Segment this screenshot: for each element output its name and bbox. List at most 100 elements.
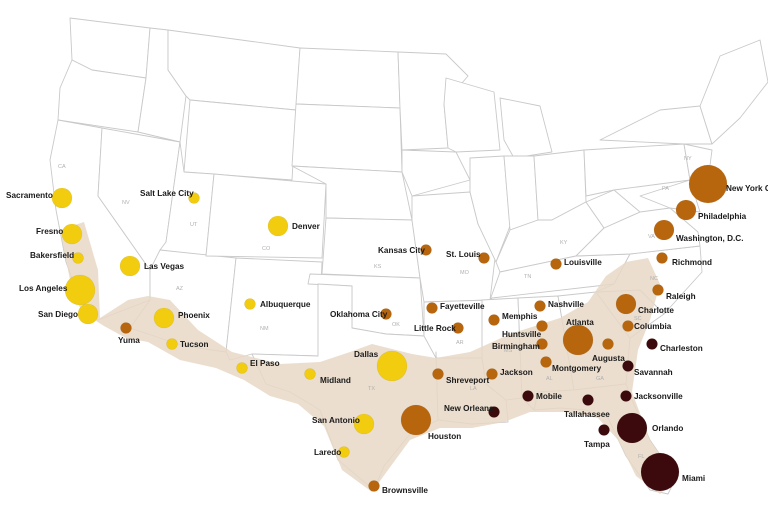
city-label-sacramento: Sacramento — [6, 191, 53, 200]
state-abbr-ut: UT — [190, 222, 198, 228]
city-markers — [51, 164, 728, 492]
city-marker-memphis — [488, 314, 500, 326]
city-marker-yuma — [120, 322, 132, 334]
city-labels: Sacramento Fresno Bakersfield Los Angeles Sa… — [6, 184, 768, 495]
city-marker-houston — [400, 404, 432, 436]
state-wyoming — [183, 99, 297, 181]
city-marker-phoenix — [153, 307, 175, 329]
state-abbr-al: AL — [546, 376, 553, 382]
city-label-jackson: Jackson — [500, 368, 533, 377]
city-label-bakersfield: Bakersfield — [30, 251, 74, 260]
city-label-richmond: Richmond — [672, 258, 712, 267]
city-label-san-diego: San Diego — [38, 310, 78, 319]
city-marker-kansas-city — [420, 244, 432, 256]
city-marker-new-orleans — [488, 406, 500, 418]
city-label-new-orleans: New Orleans — [444, 404, 494, 413]
city-marker-oklahoma-city — [380, 308, 392, 320]
city-label-huntsville: Huntsville — [502, 330, 542, 339]
state-abbr-la: LA — [470, 386, 477, 392]
state-abbr-ca: CA — [58, 164, 66, 170]
city-marker-raleigh — [652, 284, 664, 296]
city-label-phoenix: Phoenix — [178, 311, 210, 320]
city-marker-tallahassee — [582, 394, 594, 406]
city-marker-fresno — [61, 223, 83, 245]
city-label-los-angeles: Los Angeles — [19, 284, 68, 293]
state-abbr-tx: TX — [368, 386, 375, 392]
city-marker-brownsville — [368, 480, 380, 492]
city-label-fayetteville: Fayetteville — [440, 302, 485, 311]
city-label-miami: Miami — [682, 474, 705, 483]
city-marker-richmond — [656, 252, 668, 264]
state-abbr-co: CO — [262, 246, 271, 252]
city-label-brownsville: Brownsville — [382, 486, 428, 495]
city-label-memphis: Memphis — [502, 312, 538, 321]
state-new-york — [599, 105, 713, 145]
city-marker-birmingham — [536, 338, 548, 350]
city-label-jacksonville: Jacksonville — [634, 392, 683, 401]
city-label-tucson: Tucson — [180, 340, 209, 349]
state-south-dakota — [291, 103, 403, 173]
city-marker-charleston — [646, 338, 658, 350]
city-label-orlando: Orlando — [652, 424, 683, 433]
state-abbr-nm: NM — [260, 326, 269, 332]
state-abbr-mo: MO — [460, 270, 470, 276]
city-marker-midland — [304, 368, 316, 380]
city-label-san-antonio: San Antonio — [312, 416, 360, 425]
state-wisconsin — [443, 77, 501, 153]
state-abbr-nc: NC — [650, 276, 658, 282]
city-label-st-louis: St. Louis — [446, 250, 481, 259]
city-marker-huntsville — [536, 320, 548, 332]
city-label-midland: Midland — [320, 376, 351, 385]
state-new-england — [699, 39, 768, 145]
city-label-mobile: Mobile — [536, 392, 562, 401]
city-label-raleigh: Raleigh — [666, 292, 696, 301]
city-label-las-vegas: Las Vegas — [144, 262, 184, 271]
city-label-albuquerque: Albuquerque — [260, 300, 311, 309]
state-west-virginia — [585, 189, 641, 229]
city-marker-albuquerque — [244, 298, 256, 310]
city-label-houston: Houston — [428, 432, 461, 441]
city-label-charleston: Charleston — [660, 344, 703, 353]
state-montana — [167, 29, 301, 111]
city-label-el-paso: El Paso — [250, 359, 280, 368]
city-label-tallahassee: Tallahassee — [564, 410, 610, 419]
city-marker-charlotte — [615, 293, 637, 315]
state-north-dakota — [295, 47, 401, 109]
state-abbr-sc: SC — [634, 316, 642, 322]
city-label-birmingham: Birmingham — [492, 342, 540, 351]
state-abbr-nv: NV — [122, 200, 130, 206]
city-marker-philadelphia — [675, 199, 697, 221]
state-iowa — [401, 149, 471, 197]
city-label-charlotte: Charlotte — [638, 306, 674, 315]
city-marker-columbia — [622, 320, 634, 332]
city-label-atlanta: Atlanta — [566, 318, 594, 327]
state-abbr-pa: PA — [662, 186, 669, 192]
city-marker-salt-lake-city — [188, 192, 200, 204]
city-label-columbia: Columbia — [634, 322, 672, 331]
city-marker-san-antonio — [353, 413, 375, 435]
city-marker-dallas — [376, 350, 408, 382]
city-marker-fayetteville — [426, 302, 438, 314]
city-marker-el-paso — [236, 362, 248, 374]
city-label-nashville: Nashville — [548, 300, 584, 309]
city-label-oklahoma-city: Oklahoma City — [330, 310, 388, 319]
city-marker-louisville — [550, 258, 562, 270]
city-marker-sacramento — [51, 187, 73, 209]
city-marker-los-angeles — [64, 274, 96, 306]
state-colorado — [205, 173, 327, 259]
city-label-shreveport: Shreveport — [446, 376, 489, 385]
sunbelt-band — [60, 222, 676, 494]
city-marker-augusta — [602, 338, 614, 350]
city-label-philadelphia: Philadelphia — [698, 212, 747, 221]
state-abbreviations: CA NV UT AZ CO NM KS OK TX MO AR LA MS AL GA FL SC TN KY NC… — [58, 156, 692, 460]
city-marker-washington-d-c — [653, 219, 675, 241]
city-label-louisville: Louisville — [564, 258, 602, 267]
city-marker-denver — [267, 215, 289, 237]
state-indiana — [503, 155, 539, 231]
state-abbr-fl: FL — [638, 454, 644, 460]
city-marker-montgomery — [540, 356, 552, 368]
city-marker-orlando — [616, 412, 648, 444]
city-label-kansas-city: Kansas City — [378, 246, 425, 255]
state-abbr-va: VA — [648, 234, 655, 240]
